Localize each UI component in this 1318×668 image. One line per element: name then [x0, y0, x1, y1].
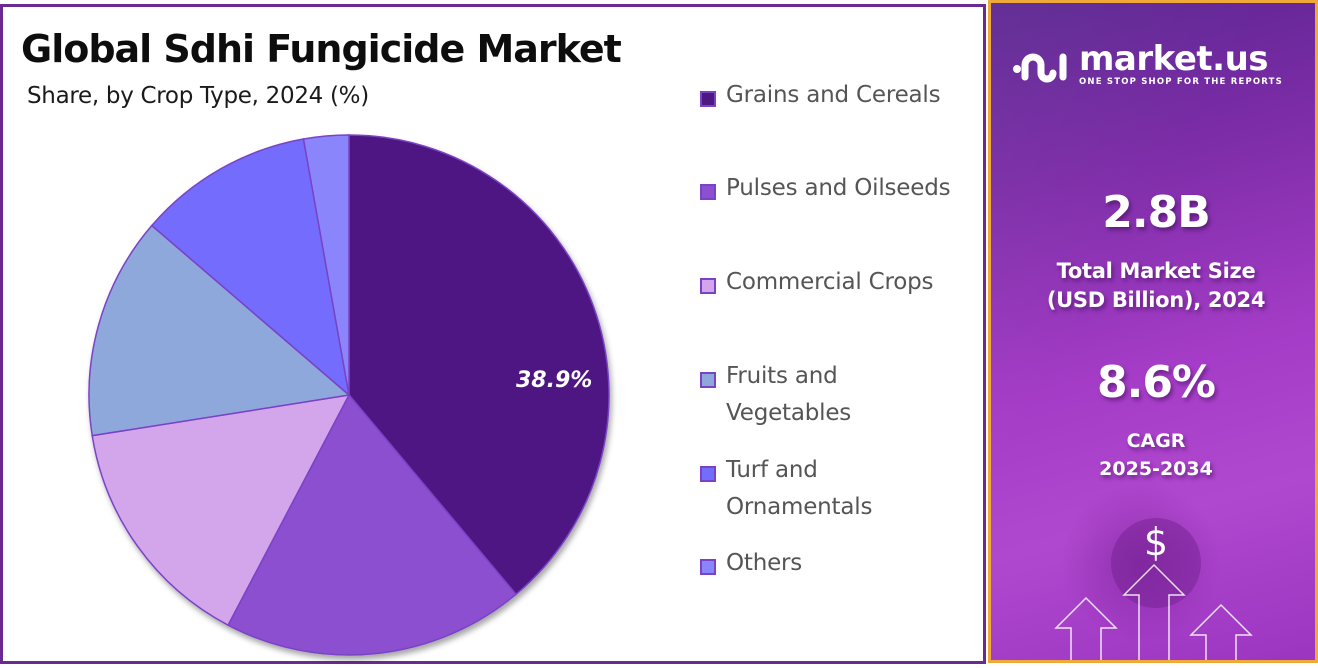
slice-label-grains-and-cereals: 38.9% — [516, 368, 593, 393]
growth-arrows-icon: $ — [1054, 518, 1253, 660]
cagr-period: 2025-2034 — [1099, 458, 1213, 480]
legend-swatch-icon — [700, 91, 716, 107]
legend-swatch-icon — [700, 559, 716, 575]
market-size-value: 2.8B — [1102, 187, 1210, 238]
legend-item-fruits-and-vegetables: Fruits and Vegetables — [700, 363, 990, 432]
legend-item-pulses-and-oilseeds: Pulses and Oilseeds — [700, 175, 990, 207]
legend-label-line: Turf and — [726, 457, 818, 483]
pie-slice-commercial-crops — [91, 394, 351, 627]
market-size-label-line2: (USD Billion), 2024 — [1046, 288, 1266, 312]
pie-slice-pulses-and-oilseeds — [227, 393, 518, 656]
legend-label: Fruits and Vegetables — [726, 358, 851, 432]
market-size-label-line1: Total Market Size — [1056, 259, 1256, 283]
pie-chart-graphic — [88, 134, 610, 656]
cagr-value: 8.6% — [1096, 357, 1216, 408]
pie-slice-turf-and-ornamentals — [150, 138, 351, 397]
pie-slice-grains-and-cereals — [348, 134, 610, 596]
legend-label: Pulses and Oilseeds — [726, 175, 951, 201]
legend-label-line: Vegetables — [726, 400, 852, 426]
pie-slice-others — [302, 134, 350, 396]
legend-label-line: Fruits and — [726, 363, 838, 389]
pie-chart: 38.9% — [83, 125, 623, 665]
market-us-logo-icon — [1013, 53, 1067, 83]
background-image-overlay — [991, 3, 1315, 660]
legend-item-turf-and-ornamentals: Turf and Ornamentals — [700, 457, 990, 526]
legend-label: Grains and Cereals — [726, 82, 941, 108]
legend-label: Commercial Crops — [726, 269, 934, 295]
legend-swatch-icon — [700, 372, 716, 388]
legend-label-line: Ornamentals — [726, 494, 873, 520]
legend-swatch-icon — [700, 278, 716, 294]
legend-item-commercial-crops: Commercial Crops — [700, 269, 990, 301]
brand-tagline: ONE STOP SHOP FOR THE REPORTS — [1079, 77, 1283, 87]
chart-title: Global Sdhi Fungicide Market — [21, 27, 622, 71]
pie-slice-fruits-and-vegetables — [88, 224, 351, 437]
legend-label: Turf and Ornamentals — [726, 452, 872, 526]
market-summary-panel: market.us ONE STOP SHOP FOR THE REPORTS … — [988, 0, 1318, 663]
legend-label: Others — [726, 550, 803, 576]
legend-item-others: Others — [700, 550, 990, 582]
legend-swatch-icon — [700, 184, 716, 200]
chart-panel: Global Sdhi Fungicide Market Share, by C… — [0, 4, 986, 664]
cagr-label: CAGR — [1126, 430, 1186, 452]
legend-item-grains-and-cereals: Grains and Cereals — [700, 82, 990, 114]
chart-subtitle: Share, by Crop Type, 2024 (%) — [27, 83, 369, 109]
legend-swatch-icon — [700, 466, 716, 482]
dollar-icon: $ — [1144, 520, 1168, 564]
brand-logo: market.us ONE STOP SHOP FOR THE REPORTS — [1011, 39, 1283, 87]
brand-name: market.us — [1079, 39, 1269, 79]
